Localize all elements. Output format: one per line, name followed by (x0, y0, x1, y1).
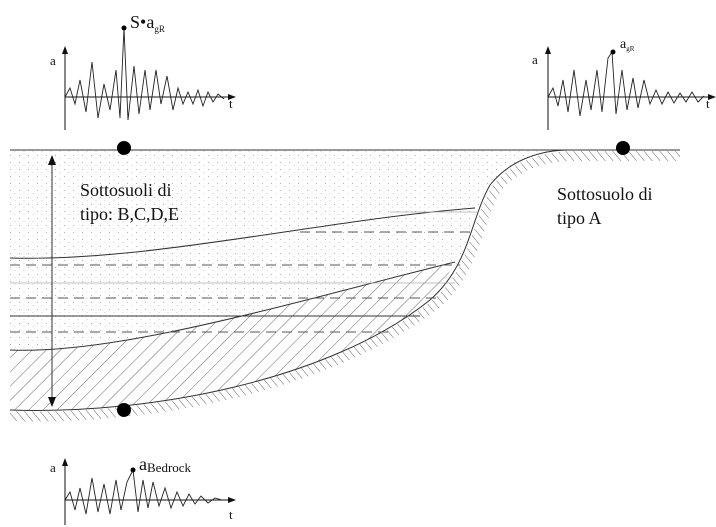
peak-label-main: a (620, 37, 627, 52)
peak-subscript: gR (154, 24, 165, 34)
axis-label: t (706, 96, 710, 111)
signal-plot: a t S•agR (50, 12, 236, 130)
peak-subscript: Bedrock (147, 460, 192, 475)
axis-label: a (50, 53, 56, 68)
soil-label: tipo A (557, 208, 602, 228)
soil-section (9, 141, 680, 422)
axis-label: t (229, 96, 233, 111)
axis-label: a (50, 460, 56, 475)
peak-label-main: S•a (130, 12, 154, 32)
soil-label: Sottosuoli di (80, 180, 172, 200)
axis-label: a (532, 52, 538, 67)
peak-label: aBedrock (139, 454, 192, 475)
signal-plot: a t agR (532, 37, 716, 130)
soil-label: Sottosuolo di (557, 184, 653, 204)
soil-label: tipo: B,C,D,E (80, 204, 179, 224)
peak-subscript: gR (626, 45, 635, 53)
signal-plot: a t aBedrock (50, 454, 236, 525)
peak-label-main: a (139, 454, 147, 474)
peak-label: agR (620, 37, 635, 53)
peak-label: S•agR (130, 12, 165, 34)
axis-label: t (229, 507, 233, 522)
